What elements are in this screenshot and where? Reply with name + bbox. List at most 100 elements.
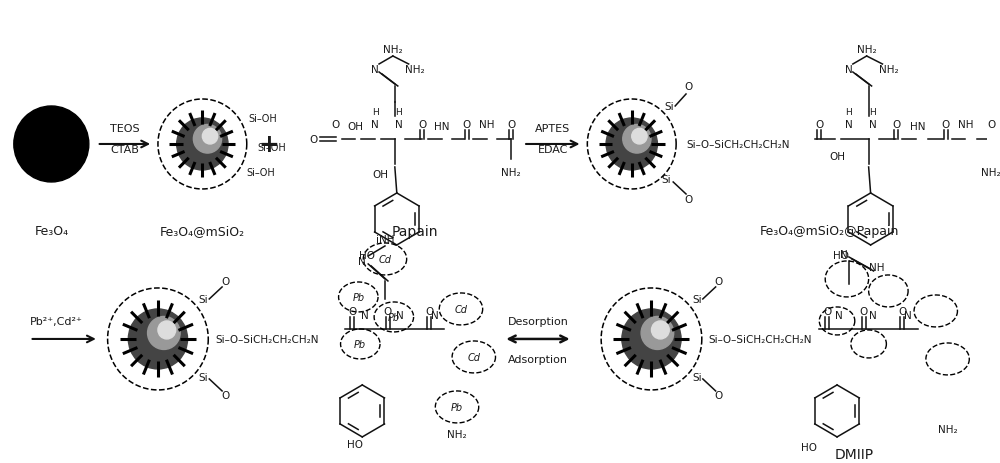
- Text: Pb: Pb: [352, 292, 364, 302]
- Text: N: N: [371, 120, 379, 130]
- Text: Fe₃O₄@mSiO₂@Papain: Fe₃O₄@mSiO₂@Papain: [759, 225, 899, 238]
- Circle shape: [193, 125, 222, 154]
- Text: HO: HO: [801, 442, 817, 452]
- Text: N: N: [845, 120, 853, 130]
- Circle shape: [202, 129, 218, 144]
- Text: O: O: [892, 120, 900, 130]
- Text: +: +: [258, 133, 279, 156]
- Text: N: N: [904, 310, 912, 320]
- Text: Cd: Cd: [378, 254, 391, 264]
- Text: Fe₃O₄: Fe₃O₄: [34, 225, 68, 238]
- Text: N: N: [835, 310, 843, 320]
- Text: Fe₃O₄@mSiO₂: Fe₃O₄@mSiO₂: [160, 225, 245, 238]
- Text: Cd: Cd: [454, 304, 467, 314]
- Text: NH₂: NH₂: [981, 168, 1000, 178]
- Text: N: N: [395, 120, 403, 130]
- Circle shape: [177, 119, 228, 170]
- Text: NH₂: NH₂: [405, 65, 424, 75]
- Circle shape: [623, 125, 651, 154]
- Text: N: N: [396, 310, 404, 320]
- Text: H: H: [372, 108, 378, 117]
- Text: H: H: [395, 108, 402, 117]
- Text: O: O: [425, 307, 434, 316]
- Text: O: O: [221, 390, 229, 400]
- Circle shape: [606, 119, 657, 170]
- Text: APTES: APTES: [535, 124, 570, 134]
- Text: O: O: [823, 307, 831, 316]
- Text: O: O: [987, 120, 995, 130]
- Text: N: N: [361, 310, 369, 320]
- Circle shape: [14, 107, 89, 182]
- Text: EDAC: EDAC: [538, 144, 568, 155]
- Text: N: N: [845, 65, 853, 75]
- Text: Si: Si: [692, 372, 702, 382]
- Text: Papain: Papain: [391, 225, 438, 238]
- Circle shape: [128, 309, 188, 369]
- Circle shape: [651, 321, 669, 339]
- Text: HO: HO: [359, 250, 375, 260]
- Text: O: O: [714, 276, 723, 286]
- Text: Si–O–SiCH₂CH₂CH₂N: Si–O–SiCH₂CH₂CH₂N: [686, 140, 790, 150]
- Text: Si–O–SiCH₂CH₂CH₂N: Si–O–SiCH₂CH₂CH₂N: [215, 334, 319, 344]
- Text: Pb²⁺,Cd²⁺: Pb²⁺,Cd²⁺: [30, 316, 82, 326]
- Text: Desorption: Desorption: [508, 316, 568, 326]
- Text: O: O: [685, 82, 693, 92]
- Text: O: O: [898, 307, 906, 316]
- Text: N: N: [358, 257, 366, 266]
- Text: OH: OH: [347, 122, 363, 131]
- Circle shape: [622, 309, 681, 369]
- Text: HO: HO: [347, 439, 363, 449]
- Circle shape: [641, 317, 674, 350]
- Text: Pb: Pb: [388, 312, 400, 322]
- Text: Pb: Pb: [354, 339, 366, 349]
- Text: O: O: [507, 120, 515, 130]
- Circle shape: [148, 317, 180, 350]
- Text: Si: Si: [664, 102, 674, 112]
- Text: N: N: [840, 250, 848, 259]
- Text: NH: NH: [869, 263, 884, 272]
- Text: Cd: Cd: [467, 352, 480, 362]
- Text: HN: HN: [434, 122, 450, 131]
- Text: NH: NH: [479, 120, 494, 130]
- Text: N: N: [371, 65, 379, 75]
- Text: O: O: [418, 120, 427, 130]
- Text: N: N: [869, 310, 876, 320]
- Text: NH: NH: [958, 120, 973, 130]
- Text: OH: OH: [372, 169, 388, 180]
- Text: Si: Si: [692, 294, 702, 304]
- Text: O: O: [463, 120, 471, 130]
- Text: O: O: [685, 194, 693, 205]
- Text: CTAB: CTAB: [110, 144, 139, 155]
- Text: Si: Si: [661, 175, 671, 185]
- Text: TEOS: TEOS: [110, 124, 139, 134]
- Text: O: O: [860, 307, 868, 316]
- Text: iNH: iNH: [376, 234, 394, 244]
- Text: N: N: [869, 120, 876, 130]
- Text: H: H: [846, 108, 852, 117]
- Text: OH: OH: [829, 152, 845, 162]
- Text: O: O: [348, 307, 357, 316]
- Text: Si–OH: Si–OH: [246, 168, 275, 178]
- Text: HO: HO: [833, 250, 849, 260]
- Text: Si: Si: [199, 294, 208, 304]
- Text: Si: Si: [199, 372, 208, 382]
- Text: O: O: [221, 276, 229, 286]
- Text: NH₂: NH₂: [879, 65, 898, 75]
- Text: O: O: [384, 307, 392, 316]
- Circle shape: [632, 129, 647, 144]
- Text: O: O: [331, 120, 340, 130]
- Text: DMIIP: DMIIP: [834, 447, 873, 461]
- Text: Adsorption: Adsorption: [508, 354, 568, 364]
- Text: Pb: Pb: [451, 402, 463, 412]
- Text: NH₂: NH₂: [501, 168, 521, 178]
- Text: Si–OH: Si–OH: [248, 114, 277, 124]
- Text: NH₂: NH₂: [938, 424, 957, 434]
- Text: O: O: [714, 390, 723, 400]
- Text: Si–OH: Si–OH: [257, 143, 286, 153]
- Text: O: O: [310, 135, 318, 144]
- Text: NH₂: NH₂: [447, 429, 467, 439]
- Text: O: O: [942, 120, 950, 130]
- Text: O: O: [815, 120, 823, 130]
- Text: NH₂: NH₂: [383, 45, 403, 55]
- Circle shape: [158, 321, 176, 339]
